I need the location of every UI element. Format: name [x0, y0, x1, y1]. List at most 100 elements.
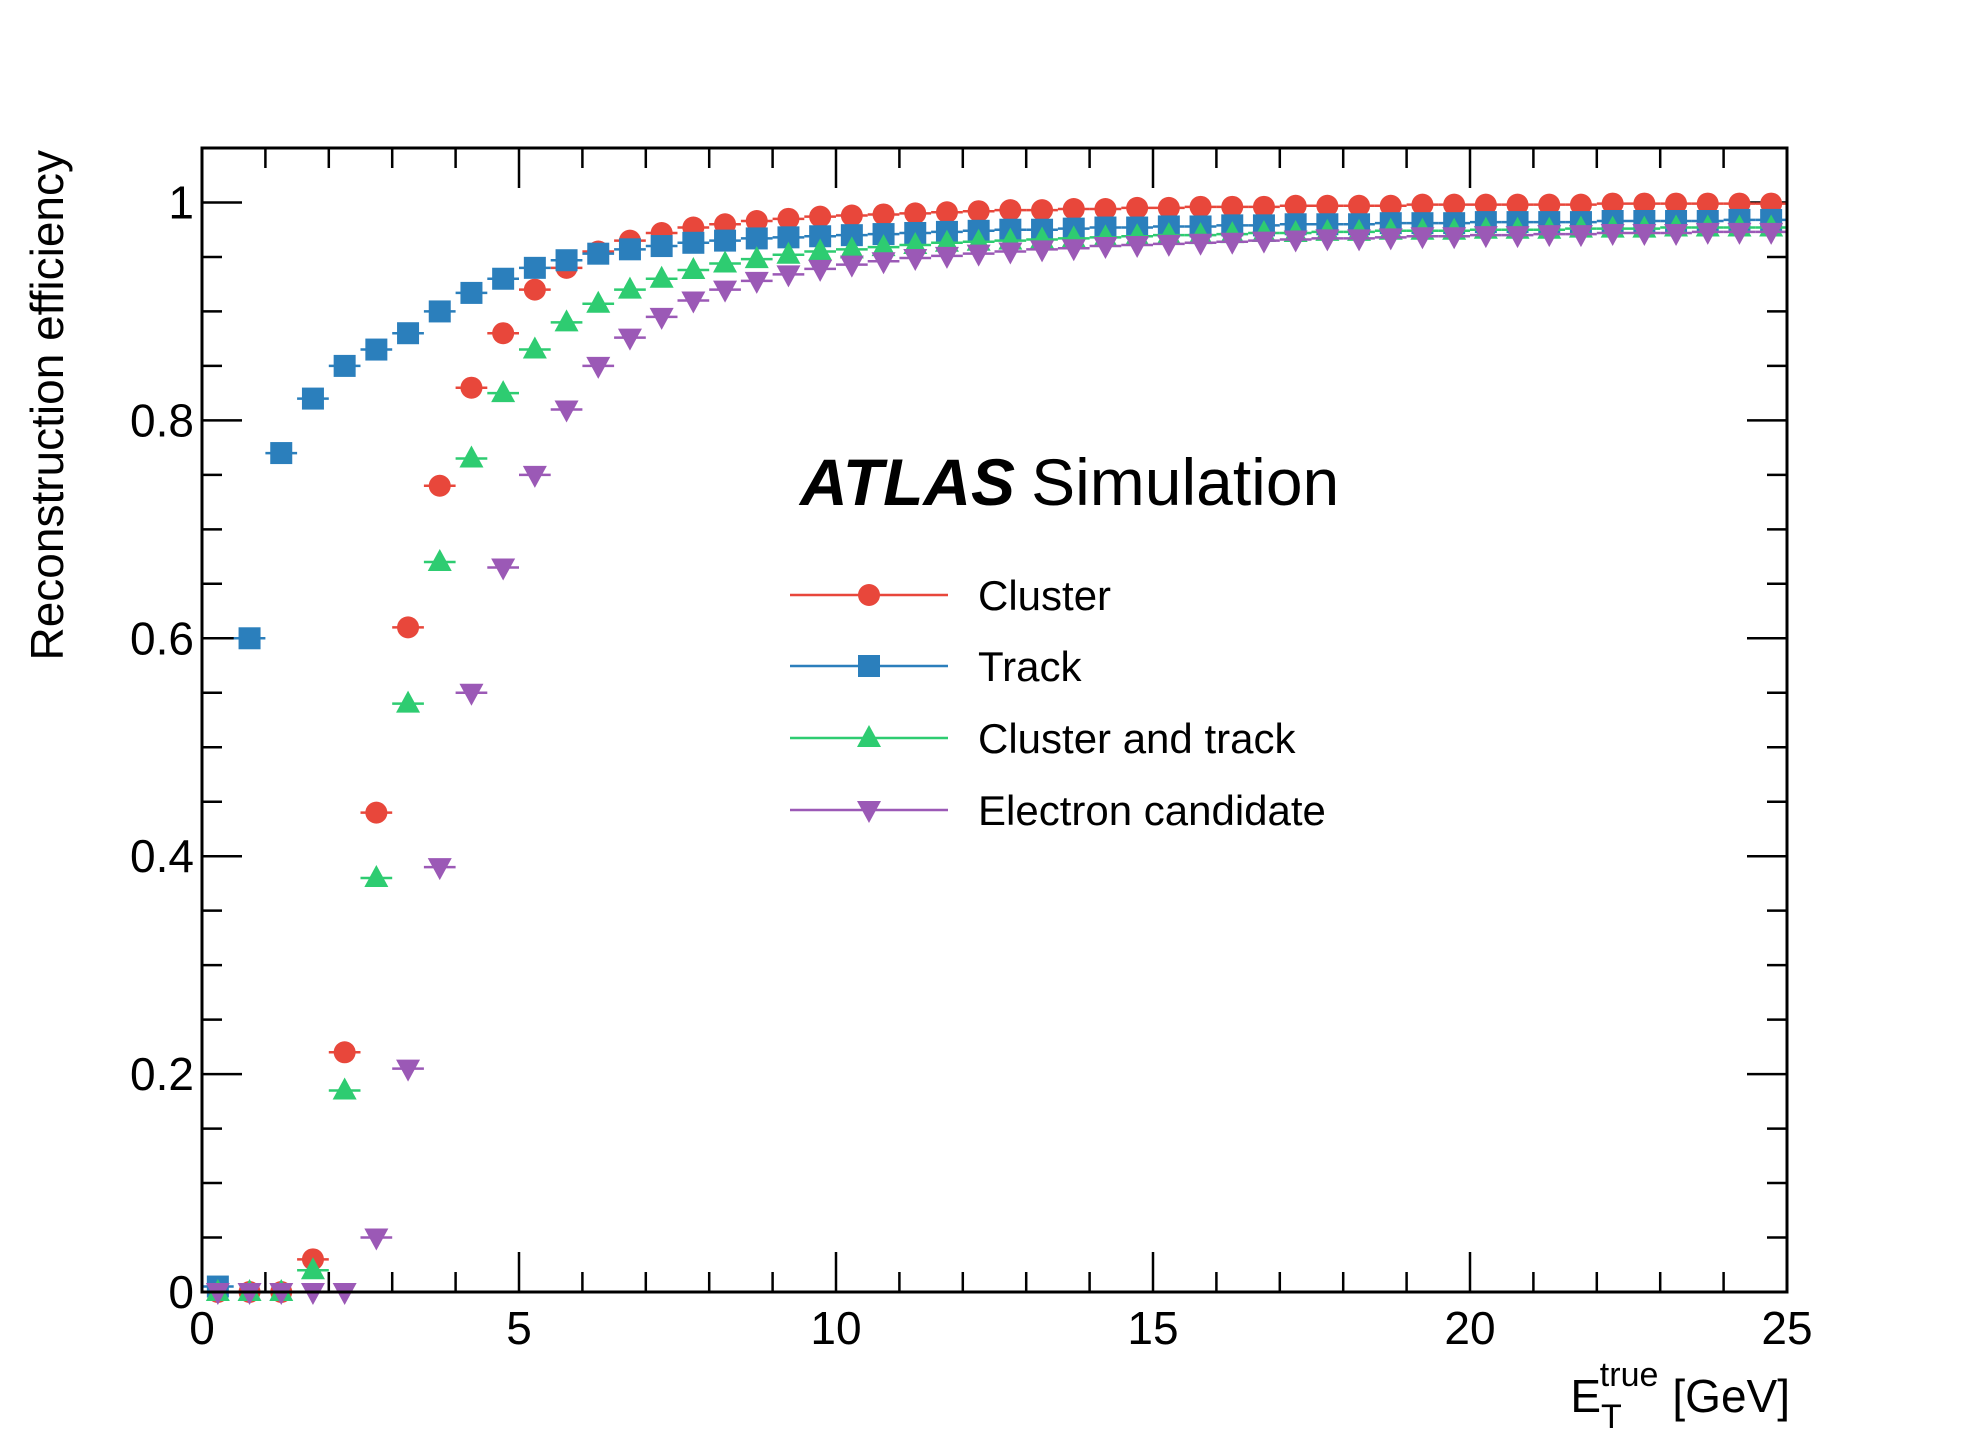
data-point — [1061, 239, 1086, 262]
data-point — [1473, 226, 1498, 249]
data-point — [809, 205, 832, 228]
data-point — [1410, 227, 1435, 250]
legend-label: Electron candidate — [978, 787, 1326, 834]
data-point — [999, 199, 1022, 222]
data-point — [492, 267, 515, 290]
data-point — [365, 801, 388, 824]
data-point — [904, 202, 927, 225]
data-point — [871, 234, 896, 257]
data-point — [618, 238, 641, 261]
data-point — [205, 1283, 230, 1305]
data-point — [649, 265, 674, 288]
data-point — [1094, 198, 1117, 221]
data-point — [1189, 195, 1212, 218]
data-point — [237, 1283, 262, 1305]
data-point — [1665, 192, 1688, 215]
data-point — [713, 250, 738, 273]
data-point — [809, 225, 832, 248]
data-point — [522, 465, 547, 488]
data-point — [300, 1257, 325, 1280]
data-point — [1347, 229, 1372, 252]
data-point — [967, 200, 990, 223]
data-point — [777, 226, 800, 249]
data-point — [649, 307, 674, 330]
legend-item: Cluster — [790, 572, 1111, 619]
legend-label: Cluster — [978, 572, 1111, 619]
legend-label: Track — [978, 643, 1082, 690]
data-point — [745, 227, 768, 250]
data-point — [1378, 228, 1403, 251]
data-point — [744, 271, 769, 294]
data-point — [1505, 226, 1530, 249]
data-point — [714, 229, 737, 252]
data-point — [934, 229, 959, 252]
data-point — [459, 445, 484, 468]
data-point — [1031, 199, 1054, 222]
data-point — [491, 558, 516, 581]
data-point — [555, 249, 578, 272]
data-point — [745, 209, 768, 232]
data-point — [681, 257, 706, 280]
data-point — [428, 300, 451, 323]
data-point — [1727, 222, 1752, 245]
data-point — [903, 231, 928, 254]
data-point — [935, 201, 958, 224]
data-point — [808, 238, 833, 261]
data-point — [1474, 193, 1497, 216]
data-point — [1696, 192, 1719, 215]
data-point — [396, 1059, 421, 1082]
data-point — [300, 1283, 325, 1305]
data-point — [713, 280, 738, 303]
data-point — [523, 278, 546, 301]
data-point — [1506, 193, 1529, 216]
data-point — [491, 380, 516, 403]
tick-labels: 0 5 10 15 20 25 0 0.2 0.4 0.6 0.8 1 — [130, 176, 1813, 1354]
data-point — [682, 231, 705, 254]
x-tick-label: 25 — [1761, 1302, 1812, 1354]
data-point — [1252, 195, 1275, 218]
y-tick-label: 1 — [168, 176, 194, 228]
data-point — [554, 400, 579, 423]
data-point — [1348, 194, 1371, 217]
data-point — [1633, 192, 1656, 215]
legend-item: Cluster and track — [790, 715, 1296, 762]
data-point — [1538, 193, 1561, 216]
data-point — [397, 616, 420, 639]
data-point — [934, 246, 959, 269]
legend-item: Track — [790, 643, 1082, 690]
x-tick-label: 15 — [1127, 1302, 1178, 1354]
data-point — [1188, 233, 1213, 256]
data-point — [1157, 196, 1180, 219]
data-point — [332, 1283, 357, 1305]
data-point — [1569, 193, 1592, 216]
legend-marker — [857, 725, 881, 747]
data-point — [427, 549, 452, 572]
x-axis-title: ETtrue [GeV] — [1570, 1356, 1790, 1430]
data-point — [1411, 193, 1434, 216]
legend-item: Electron candidate — [790, 787, 1326, 834]
x-axis-title-base: E — [1570, 1370, 1601, 1422]
simulation-label: Simulation — [1031, 445, 1339, 519]
data-point — [1316, 194, 1339, 217]
series-track — [202, 208, 1787, 1298]
data-point — [1601, 192, 1624, 215]
data-point — [1220, 232, 1245, 255]
data-point — [1284, 194, 1307, 217]
x-tick-label: 20 — [1444, 1302, 1495, 1354]
data-point — [1283, 230, 1308, 253]
y-tick-label: 0.2 — [130, 1048, 194, 1100]
data-point — [1156, 234, 1181, 257]
data-point — [839, 255, 864, 278]
series-electron-candidate — [202, 222, 1787, 1305]
data-point — [617, 276, 642, 299]
data-point — [270, 442, 293, 465]
y-tick-label: 0.4 — [130, 830, 194, 882]
data-point — [554, 309, 579, 332]
data-point — [966, 244, 991, 267]
data-point — [1537, 225, 1562, 248]
data-point — [903, 249, 928, 272]
y-tick-label: 0.6 — [130, 612, 194, 664]
data-point — [332, 1077, 357, 1100]
data-point — [365, 338, 388, 361]
